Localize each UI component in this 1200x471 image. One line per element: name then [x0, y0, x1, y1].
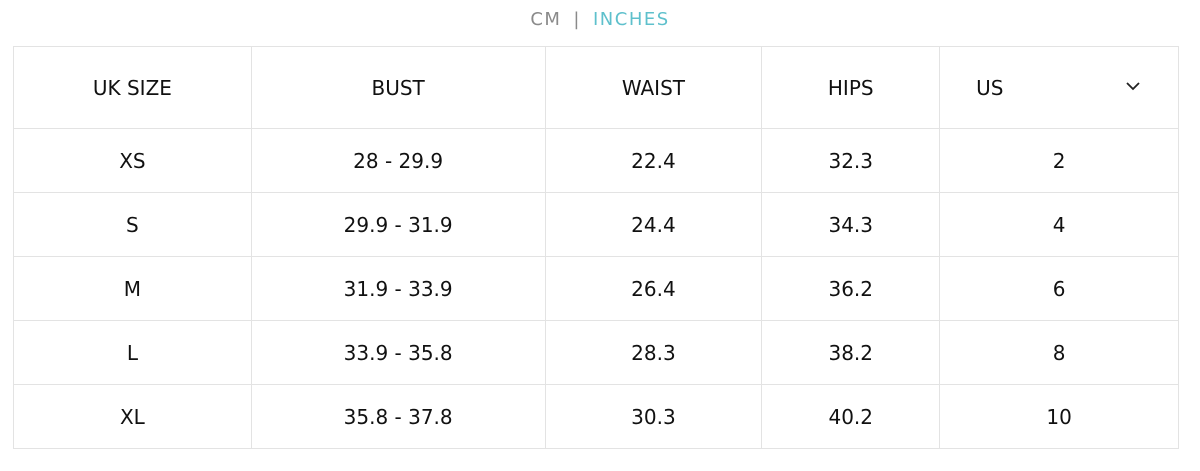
table-row: XL 35.8 - 37.8 30.3 40.2 10 [13, 384, 1179, 449]
cell-hips: 36.2 [761, 256, 941, 321]
cell-waist: 28.3 [544, 320, 763, 385]
table-row: S 29.9 - 31.9 24.4 34.3 4 [13, 192, 1179, 257]
cell-waist: 30.3 [544, 384, 763, 449]
cell-uk-size: S [13, 192, 252, 257]
cell-us-size: 6 [939, 256, 1179, 321]
cell-hips: 34.3 [761, 192, 941, 257]
table-row: L 33.9 - 35.8 28.3 38.2 8 [13, 320, 1179, 385]
unit-toggle: CM | INCHES [0, 9, 1200, 30]
table-header-row: UK SIZE BUST WAIST HIPS US [13, 46, 1179, 129]
cell-bust: 31.9 - 33.9 [250, 256, 546, 321]
header-hips: HIPS [761, 46, 941, 129]
cell-us-size: 4 [939, 192, 1179, 257]
unit-inches-button[interactable]: INCHES [593, 9, 670, 30]
cell-waist: 26.4 [544, 256, 763, 321]
cell-us-size: 8 [939, 320, 1179, 385]
region-select-value: US [976, 75, 1004, 100]
cell-uk-size: L [13, 320, 252, 385]
cell-us-size: 10 [939, 384, 1179, 449]
cell-hips: 32.3 [761, 128, 941, 193]
chevron-down-icon [1126, 82, 1140, 91]
cell-us-size: 2 [939, 128, 1179, 193]
cell-waist: 24.4 [544, 192, 763, 257]
cell-bust: 35.8 - 37.8 [250, 384, 546, 449]
table-row: XS 28 - 29.9 22.4 32.3 2 [13, 128, 1179, 193]
region-size-select[interactable]: US [939, 46, 1179, 129]
cell-uk-size: M [13, 256, 252, 321]
header-bust: BUST [250, 46, 546, 129]
unit-separator: | [573, 9, 581, 30]
table-row: M 31.9 - 33.9 26.4 36.2 6 [13, 256, 1179, 321]
cell-bust: 33.9 - 35.8 [250, 320, 546, 385]
cell-hips: 38.2 [761, 320, 941, 385]
size-chart-table: UK SIZE BUST WAIST HIPS US XS 28 - 29.9 22… [13, 46, 1179, 449]
cell-hips: 40.2 [761, 384, 941, 449]
cell-waist: 22.4 [544, 128, 763, 193]
cell-uk-size: XL [13, 384, 252, 449]
header-waist: WAIST [544, 46, 763, 129]
cell-bust: 29.9 - 31.9 [250, 192, 546, 257]
header-uk-size: UK SIZE [13, 46, 252, 129]
cell-bust: 28 - 29.9 [250, 128, 546, 193]
cell-uk-size: XS [13, 128, 252, 193]
unit-cm-button[interactable]: CM [530, 9, 562, 30]
